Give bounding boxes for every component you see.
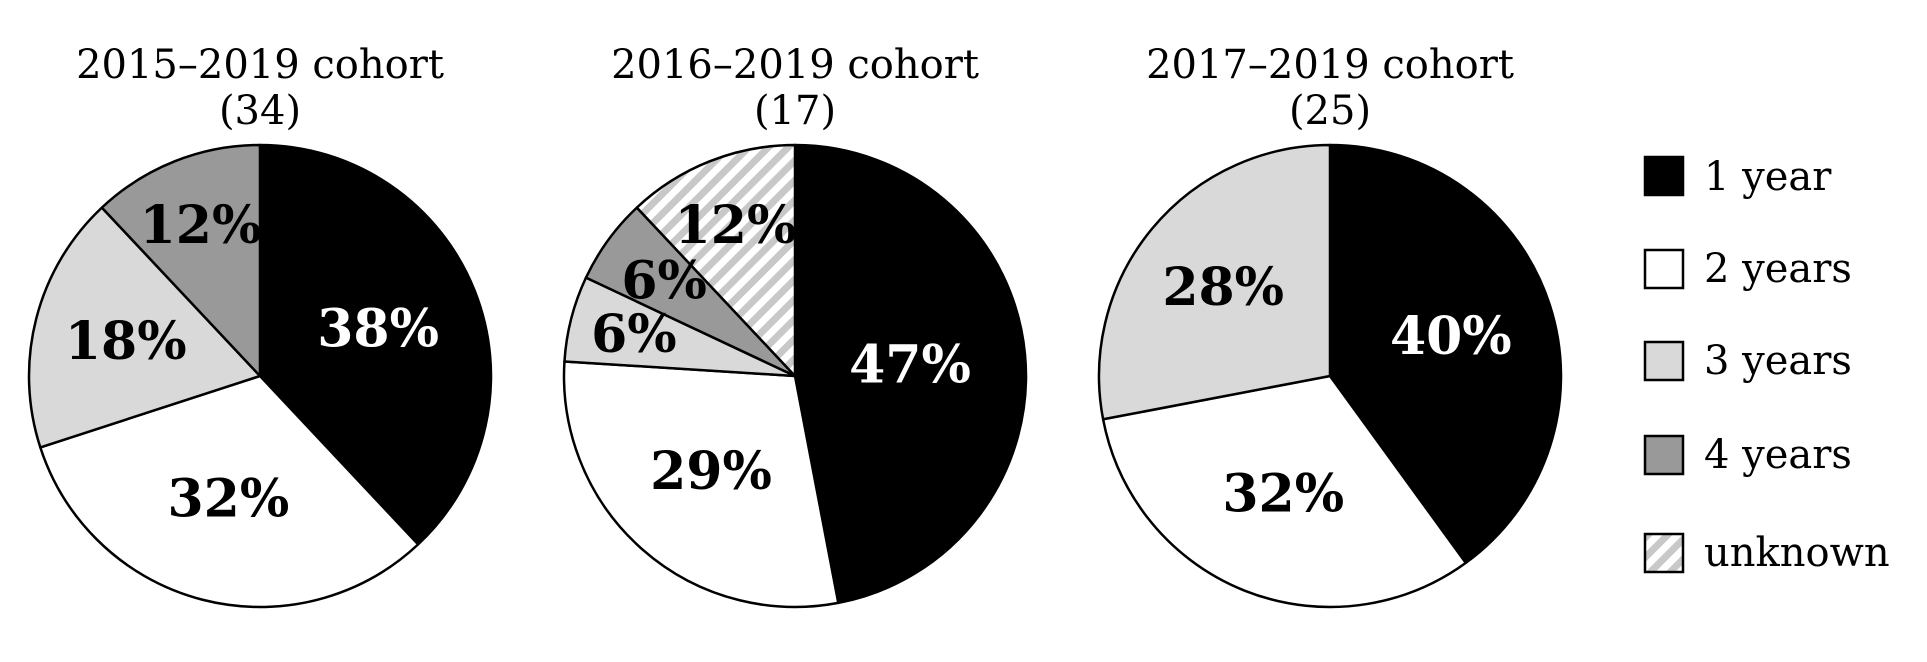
pie-slices-1 <box>27 143 493 609</box>
pie-labels-3: 40% 32% 28% <box>1162 257 1511 524</box>
pie-chart-1: 2015–2019 cohort (34) 38% 32% 18% 12% <box>27 42 493 609</box>
legend-label-unknown: unknown <box>1704 530 1890 576</box>
pie-1-slice-1-year <box>258 143 493 546</box>
pie-3-slice-3-years <box>1097 143 1332 421</box>
pie-2-label-4-years: 6% <box>621 250 707 311</box>
pie-title-2: 2016–2019 cohort <box>611 42 979 88</box>
pie-chart-3: 2017–2019 cohort (25) 40% 32% 28% <box>1097 42 1563 609</box>
pie-labels-2: 47%29%6%6%12% <box>591 195 971 502</box>
legend-label-2-years: 2 years <box>1704 246 1852 292</box>
pie-slices-3 <box>1097 143 1563 609</box>
pie-1-label-2-years: 32% <box>168 469 290 530</box>
pie-1-label-1-year: 38% <box>317 299 439 360</box>
pie-3-label-2-years: 32% <box>1222 464 1344 525</box>
pie-slices-2 <box>562 143 1028 609</box>
pie-subtitle-3: (25) <box>1289 88 1371 134</box>
pie-title-1: 2015–2019 cohort <box>76 42 444 88</box>
pie-2-slice-unknown <box>635 143 797 378</box>
pie-1-slice-3-years <box>27 206 262 449</box>
legend: 1 year 2 years 3 years 4 years unknown <box>1643 154 1890 576</box>
pie-chart-2: 2016–2019 cohort (17) 47%29%6%6%12% <box>562 42 1028 609</box>
legend-swatch-4-years <box>1643 434 1685 476</box>
legend-swatch-1-year <box>1643 155 1685 197</box>
pie-3-slice-1-year <box>1328 143 1563 565</box>
pie-2-slice-1-year <box>793 143 1028 605</box>
pie-2-label-1-year: 47% <box>849 335 971 396</box>
pie-3-label-3-years: 28% <box>1162 257 1284 318</box>
legend-swatch-unknown <box>1643 532 1685 574</box>
legend-label-3-years: 3 years <box>1704 338 1852 384</box>
legend-label-4-years: 4 years <box>1704 432 1852 478</box>
pie-3-label-1-year: 40% <box>1390 306 1512 367</box>
legend-item-unknown: unknown <box>1643 530 1890 576</box>
legend-swatch-2-years <box>1643 248 1685 290</box>
pie-1-slice-2-years <box>39 374 420 609</box>
legend-swatch-3-years <box>1643 340 1685 382</box>
pie-subtitle-2: (17) <box>754 88 836 134</box>
legend-item-1-year: 1 year <box>1643 154 1832 200</box>
pie-1-label-4-years: 12% <box>140 195 262 256</box>
legend-item-2-years: 2 years <box>1643 246 1852 292</box>
pie-title-3: 2017–2019 cohort <box>1146 42 1514 88</box>
pie-1-slice-4-years <box>100 143 262 378</box>
legend-label-1-year: 1 year <box>1704 154 1832 200</box>
legend-item-3-years: 3 years <box>1643 338 1852 384</box>
pie-2-slice-2-years <box>562 360 840 609</box>
pie-3-slice-2-years <box>1101 374 1468 609</box>
pie-subtitle-1: (34) <box>219 88 301 134</box>
pie-labels-1: 38% 32% 18% 12% <box>65 195 439 529</box>
pie-2-label-3-years: 6% <box>591 304 677 365</box>
pie-2-label-2-years: 29% <box>650 441 772 502</box>
pie-1-label-3-years: 18% <box>65 311 187 372</box>
pie-2-label-unknown: 12% <box>675 195 797 256</box>
legend-item-4-years: 4 years <box>1643 432 1852 478</box>
